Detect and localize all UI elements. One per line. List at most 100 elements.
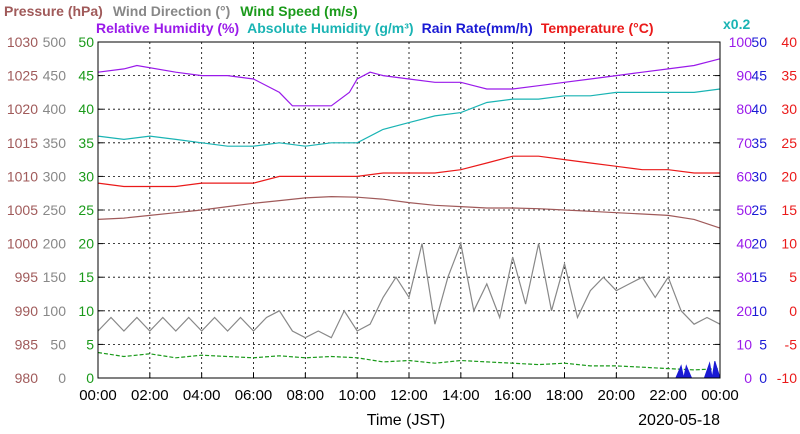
- legend-item: Absolute Humidity (g/m³): [247, 20, 413, 36]
- y-tick-label: 20: [751, 236, 767, 252]
- x-axis: 00:00 02:00 04:00 06:00 08:00 10:00 12:00 14:00…: [79, 373, 739, 404]
- series-temperature: [97, 155, 720, 188]
- y-tick-label: 1015: [7, 135, 38, 151]
- y-tick-label: 400: [43, 101, 67, 117]
- y-tick-label: 1020: [7, 101, 38, 117]
- y-tick-label: 0: [86, 370, 94, 386]
- y-tick-label: 5: [759, 336, 767, 352]
- y-tick-label: 5: [86, 336, 94, 352]
- y-tick-label: 50: [751, 34, 767, 50]
- x-tick-label: 16:00: [494, 387, 532, 404]
- y-tick-label: 40: [736, 236, 752, 252]
- y-tick-label: 35: [751, 135, 767, 151]
- x-tick-label: 14:00: [442, 387, 480, 404]
- y-tick-label: 30: [751, 168, 767, 184]
- y-tick-label: -5: [785, 336, 798, 352]
- y-tick-label: 250: [43, 202, 67, 218]
- y-tick-label: 15: [78, 269, 94, 285]
- y-tick-label: 20: [781, 168, 797, 184]
- y-tick-label: 0: [759, 370, 767, 386]
- x-tick-label: 00:00: [79, 387, 117, 404]
- y-tick-label: 80: [736, 101, 752, 117]
- y-tick-label: 995: [15, 269, 39, 285]
- abs-humidity-scale-note: x0.2: [723, 16, 750, 32]
- x-tick-label: 00:00: [701, 387, 739, 404]
- y-tick-label: 60: [736, 168, 752, 184]
- y-tick-label: 980: [15, 370, 39, 386]
- x-tick-label: 08:00: [287, 387, 325, 404]
- y-tick-label: 1005: [7, 202, 38, 218]
- legend-item: Temperature (°C): [541, 20, 654, 36]
- y-tick-label: 150: [43, 269, 67, 285]
- y-tick-label: 10: [781, 236, 797, 252]
- y-tick-label: 100: [729, 34, 753, 50]
- y-tick-label: 990: [15, 303, 39, 319]
- y-tick-label: 50: [50, 336, 66, 352]
- x-tick-label: 20:00: [598, 387, 636, 404]
- y-tick-label: 40: [78, 101, 94, 117]
- y-tick-label: 100: [43, 303, 67, 319]
- y-tick-label: 25: [751, 202, 767, 218]
- y-axes: 1030102510201015101010051000995990985980…: [7, 34, 797, 386]
- y-tick-label: 30: [736, 269, 752, 285]
- y-tick-label: 45: [78, 68, 94, 84]
- x-tick-label: 06:00: [235, 387, 273, 404]
- y-tick-label: 35: [781, 68, 797, 84]
- y-tick-label: 20: [736, 303, 752, 319]
- y-tick-label: 450: [43, 68, 67, 84]
- y-tick-label: 350: [43, 135, 67, 151]
- y-tick-label: 10: [751, 303, 767, 319]
- x-tick-label: 02:00: [131, 387, 169, 404]
- y-tick-label: 1000: [7, 236, 38, 252]
- x-tick-label: 22:00: [649, 387, 687, 404]
- y-tick-label: 50: [78, 34, 94, 50]
- y-tick-label: 15: [781, 202, 797, 218]
- y-tick-label: 10: [78, 303, 94, 319]
- legend-item: Rain Rate(mm/h): [422, 20, 533, 36]
- y-tick-label: 15: [751, 269, 767, 285]
- legend-item: Wind Direction (°): [113, 3, 230, 19]
- x-tick-label: 12:00: [390, 387, 428, 404]
- y-tick-label: 5: [789, 269, 797, 285]
- x-axis-label: Time (JST): [367, 412, 446, 429]
- y-tick-label: -10: [777, 370, 797, 386]
- series-wind-direction: [97, 241, 721, 339]
- x-tick-label: 18:00: [546, 387, 584, 404]
- y-tick-label: 25: [78, 202, 94, 218]
- y-tick-label: 0: [789, 303, 797, 319]
- legend-item: Relative Humidity (%): [96, 20, 239, 36]
- y-tick-label: 35: [78, 135, 94, 151]
- y-tick-label: 300: [43, 168, 67, 184]
- series-absolute-humidity: [97, 88, 721, 147]
- y-tick-label: 40: [781, 34, 797, 50]
- y-tick-label: 90: [736, 68, 752, 84]
- x-tick-label: 04:00: [183, 387, 221, 404]
- y-tick-label: 1010: [7, 168, 38, 184]
- y-tick-label: 10: [736, 336, 752, 352]
- y-tick-label: 200: [43, 236, 67, 252]
- y-tick-label: 70: [736, 135, 752, 151]
- y-tick-label: 40: [751, 101, 767, 117]
- y-tick-label: 20: [78, 236, 94, 252]
- y-tick-label: 30: [781, 101, 797, 117]
- y-tick-label: 500: [43, 34, 67, 50]
- x-tick-label: 10:00: [338, 387, 376, 404]
- y-tick-label: 50: [736, 202, 752, 218]
- series-wind-speed: [97, 351, 721, 371]
- grid: [98, 42, 720, 378]
- y-tick-label: 0: [58, 370, 66, 386]
- series-pressure: [97, 195, 721, 229]
- y-tick-label: 0: [744, 370, 752, 386]
- date-label: 2020-05-18: [638, 412, 720, 429]
- series-relative-humidity: [97, 58, 721, 107]
- legend-item: Wind Speed (m/s): [240, 3, 357, 19]
- y-tick-label: 45: [751, 68, 767, 84]
- y-tick-label: 30: [78, 168, 94, 184]
- y-tick-label: 1030: [7, 34, 38, 50]
- y-tick-label: 1025: [7, 68, 38, 84]
- legend: Pressure (hPa) Wind Direction (°) Wind Spe…: [4, 3, 654, 36]
- y-tick-label: 985: [15, 336, 39, 352]
- legend-item: Pressure (hPa): [4, 3, 103, 19]
- y-tick-label: 25: [781, 135, 797, 151]
